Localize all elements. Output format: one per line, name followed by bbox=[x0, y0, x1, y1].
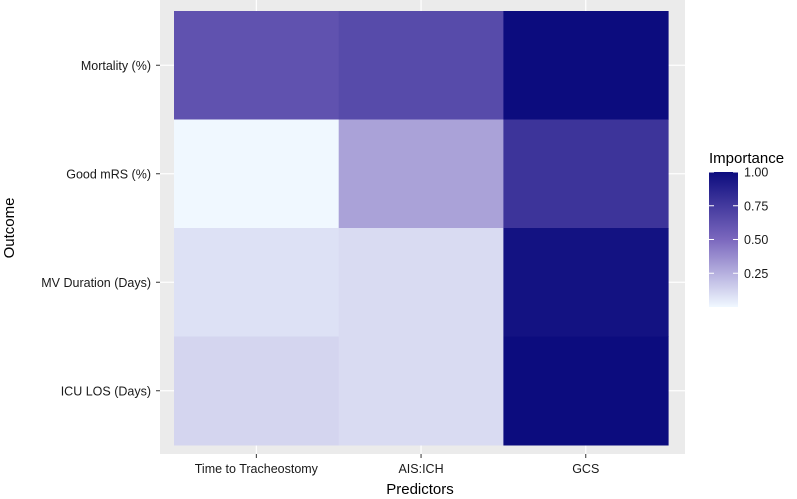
x-axis-ticks: Time to Tracheostomy AIS:ICH GCS bbox=[195, 454, 599, 476]
heatmap-cell bbox=[338, 228, 504, 337]
y-axis-ticks: Mortality (%) Good mRS (%) MV Duration (Da… bbox=[41, 59, 160, 398]
y-tick-label: MV Duration (Days) bbox=[41, 276, 151, 290]
x-tick-label: Time to Tracheostomy bbox=[195, 462, 319, 476]
heatmap-cell bbox=[503, 228, 669, 337]
heatmap-cell bbox=[503, 336, 669, 446]
legend-title: Importance bbox=[709, 150, 784, 167]
heatmap-cell bbox=[338, 336, 504, 446]
heatmap-cell bbox=[174, 11, 340, 120]
x-tick-label: AIS:ICH bbox=[398, 462, 443, 476]
heatmap-cell bbox=[503, 11, 669, 120]
x-tick-label: GCS bbox=[572, 462, 599, 476]
x-axis-title: Predictors bbox=[386, 481, 454, 498]
heatmap-cells bbox=[174, 11, 669, 446]
y-tick-label: Mortality (%) bbox=[81, 59, 151, 73]
heatmap-cell bbox=[503, 119, 669, 229]
legend-tick-label: 1.00 bbox=[744, 166, 768, 180]
y-tick-label: ICU LOS (Days) bbox=[61, 384, 151, 398]
legend-ticks: 1.00 0.75 0.50 0.25 bbox=[709, 166, 768, 281]
heatmap-cell bbox=[174, 119, 340, 229]
legend-tick-label: 0.75 bbox=[744, 199, 768, 213]
y-tick-label: Good mRS (%) bbox=[66, 167, 151, 181]
heatmap-cell bbox=[338, 119, 504, 229]
y-axis-title: Outcome bbox=[1, 198, 18, 259]
heatmap-cell bbox=[338, 11, 504, 120]
heatmap-cell bbox=[174, 228, 340, 337]
legend-tick-label: 0.50 bbox=[744, 233, 768, 247]
heatmap-cell bbox=[174, 336, 340, 446]
legend-tick-label: 0.25 bbox=[744, 267, 768, 281]
legend: Importance 1.00 0.75 0.50 0.25 bbox=[709, 150, 784, 307]
